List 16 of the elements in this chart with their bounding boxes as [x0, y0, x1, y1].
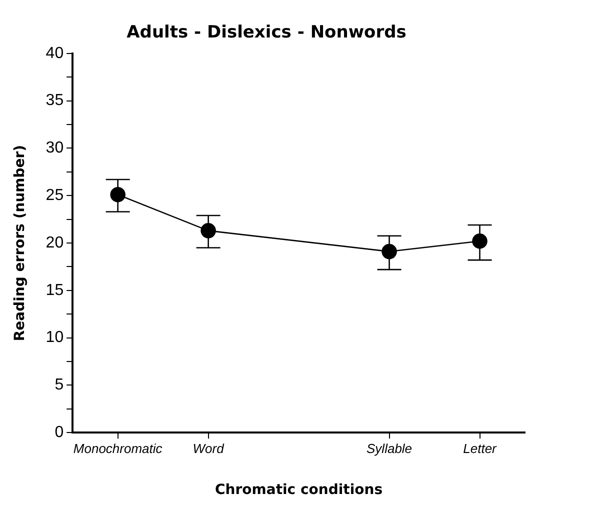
- x-tick-label: Letter: [463, 441, 498, 456]
- x-axis-title: Chromatic conditions: [215, 482, 383, 498]
- x-tick-label: Word: [192, 441, 225, 456]
- y-tick-label: 15: [46, 282, 64, 299]
- y-tick-label: 20: [46, 234, 64, 252]
- x-tick-label: Syllable: [366, 441, 412, 456]
- y-tick-label: 25: [46, 187, 64, 204]
- y-tick-label: 35: [46, 92, 64, 110]
- chart-title: Adults - Dislexics - Nonwords: [126, 22, 406, 43]
- y-tick-label: 5: [54, 376, 64, 394]
- y-tick-label: 30: [46, 140, 64, 157]
- y-tick-label: 40: [46, 44, 64, 62]
- y-tick-label: 0: [54, 424, 64, 442]
- x-tick-label: Monochromatic: [73, 441, 163, 456]
- y-axis-title: Reading errors (number): [12, 144, 28, 342]
- y-tick-label: 10: [46, 329, 64, 346]
